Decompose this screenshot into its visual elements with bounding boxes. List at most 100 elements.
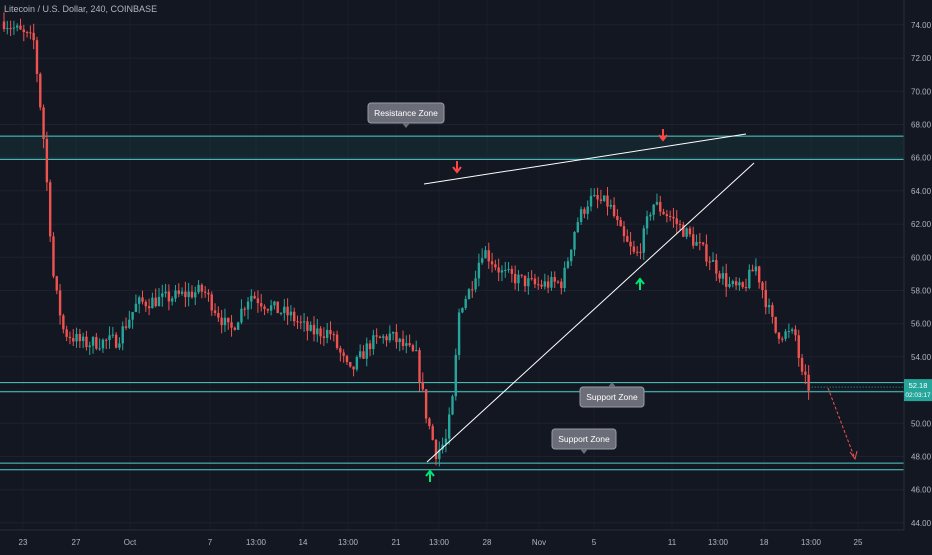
bull-candle-body (609, 204, 612, 207)
bear-candle-body (596, 194, 599, 200)
bear-candle-body (672, 216, 675, 219)
bear-candle-body (797, 335, 800, 358)
bear-candle-body (322, 336, 326, 338)
bear-candle-body (243, 308, 246, 310)
time-tick-label: 28 (483, 538, 492, 547)
bear-candle-body (35, 40, 39, 74)
bear-candle-body (434, 439, 438, 460)
bull-candle-body (289, 311, 293, 316)
price-tick-label: 56.00 (911, 320, 932, 329)
bull-candle-body (573, 232, 576, 250)
bull-candle-body (170, 298, 174, 302)
bull-candle-body (748, 269, 751, 289)
bear-candle-body (29, 32, 32, 34)
time-tick-label: 13:00 (708, 538, 729, 547)
bull-candle-body (302, 321, 306, 323)
bull-candle-body (358, 351, 362, 357)
bear-candle-body (45, 138, 49, 183)
down-arrow-icon-head (658, 134, 668, 142)
bear-candle-body (629, 241, 632, 247)
bear-candle-body (533, 278, 537, 285)
bear-candle-body (144, 301, 148, 307)
bull-candle-body (586, 206, 589, 214)
bull-candle-body (576, 221, 580, 233)
bear-candle-body (741, 282, 744, 288)
bear-candle-body (55, 276, 58, 291)
resistance-callout-text: Resistance Zone (374, 108, 438, 118)
bear-candle-body (345, 355, 349, 362)
bear-candle-body (626, 236, 629, 242)
bear-candle-body (190, 291, 194, 298)
bear-candle-body (147, 306, 151, 309)
bear-candle-body (42, 107, 45, 139)
bear-candle-body (306, 321, 309, 331)
candlestick-series (2, 12, 810, 467)
time-tick-label: 13:00 (338, 538, 359, 547)
bull-candle-body (391, 332, 395, 334)
bear-candle-body (688, 228, 692, 235)
bull-candle-body (738, 282, 741, 286)
bull-candle-body (121, 326, 124, 344)
bear-candle-body (32, 32, 35, 41)
chart-title: Litecoin / U.S. Dollar, 240, COINBASE (4, 4, 158, 14)
bear-candle-body (266, 309, 270, 311)
price-tick-label: 58.00 (911, 287, 932, 296)
resistance-zone-fill (0, 136, 904, 160)
bull-candle-body (593, 194, 596, 196)
bull-candle-body (415, 350, 418, 352)
bear-candle-body (286, 306, 289, 316)
bear-candle-body (335, 334, 339, 349)
bull-candle-body (477, 262, 481, 279)
bear-candle-body (200, 284, 204, 292)
bear-candle-body (263, 306, 266, 310)
bear-candle-body (725, 273, 728, 287)
bull-candle-body (695, 242, 698, 246)
bear-candle-body (662, 211, 665, 215)
bull-candle-body (461, 307, 464, 313)
price-tick-label: 72.00 (911, 54, 932, 63)
bear-candle-body (65, 329, 68, 337)
bull-candle-body (467, 289, 471, 300)
bear-candle-body (62, 315, 65, 330)
bear-candle-body (375, 335, 378, 337)
bull-candle-body (382, 336, 385, 338)
support-callout-lower-pointer (580, 449, 588, 454)
bull-candle-body (685, 228, 688, 237)
bear-candle-body (764, 289, 767, 308)
bull-candle-body (642, 228, 645, 253)
bear-candle-body (253, 295, 256, 299)
bull-candle-body (240, 308, 243, 323)
bear-candle-body (329, 329, 332, 335)
support-callout-lower: Support Zone (551, 428, 617, 454)
bull-candle-body (325, 329, 329, 338)
bull-candle-body (507, 268, 510, 270)
time-tick-label: 18 (760, 538, 769, 547)
bull-candle-body (118, 343, 121, 348)
bull-candle-body (579, 209, 583, 222)
bear-candle-body (296, 321, 299, 323)
bear-candle-body (428, 418, 431, 427)
price-tick-label: 54.00 (911, 353, 932, 362)
bull-candle-body (652, 204, 655, 215)
bear-candle-body (385, 336, 388, 341)
bull-candle-body (728, 283, 731, 287)
bear-candle-body (312, 324, 316, 335)
time-tick-label: 14 (299, 538, 308, 547)
bear-candle-body (58, 290, 62, 316)
bear-candle-body (19, 25, 22, 30)
bear-candle-body (771, 305, 774, 317)
bull-candle-body (316, 328, 319, 335)
bull-candle-body (550, 277, 553, 288)
price-tick-label: 66.00 (911, 154, 932, 163)
last-price-label: 52.18 (909, 381, 928, 390)
bear-candle-body (256, 298, 260, 304)
bear-candle-body (233, 327, 237, 330)
time-tick-label: 5 (592, 538, 597, 547)
bear-candle-body (537, 284, 540, 286)
bull-candle-body (447, 414, 451, 439)
bull-candle-body (355, 356, 359, 370)
bull-candle-body (197, 284, 200, 293)
bull-candle-body (250, 295, 253, 302)
bear-candle-body (72, 338, 75, 342)
